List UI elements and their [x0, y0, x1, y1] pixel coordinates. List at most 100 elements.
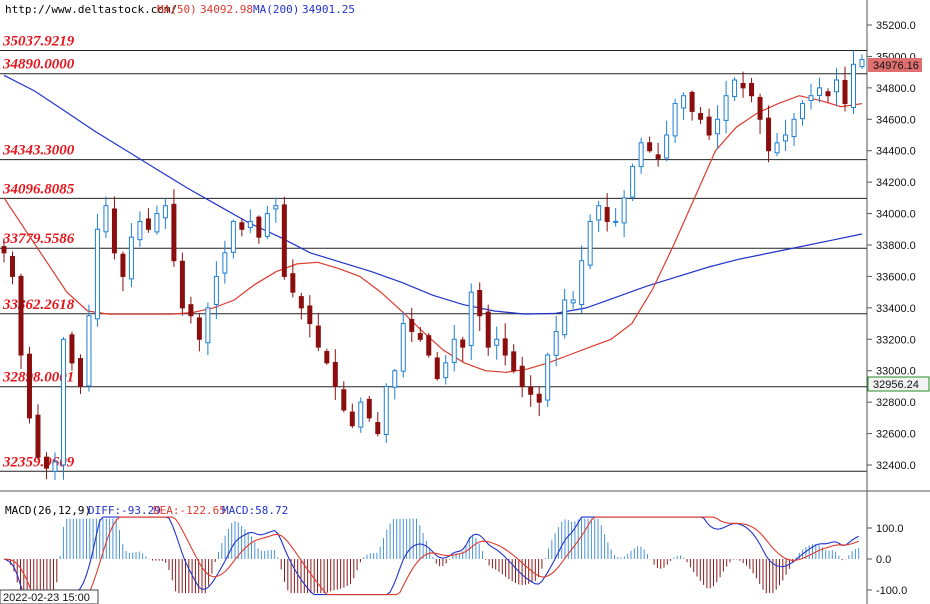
macd-dea-line [3, 516, 859, 596]
candle-body [426, 335, 432, 356]
level-labels: 35037.9219 34890.0000 34343.3000 34096.8085… [2, 33, 75, 470]
candle-body [298, 296, 304, 309]
price-tick-label: 34400.0 [876, 146, 916, 158]
candle-body [655, 154, 661, 160]
candle-body [859, 59, 865, 68]
price-tick-label: 33200.0 [876, 334, 916, 346]
candle-body [834, 79, 840, 93]
price-tick-label: 34800.0 [876, 83, 916, 95]
source-url: http://www.deltastock.com/ [5, 3, 177, 16]
candle-body [689, 91, 695, 112]
ma50-line [3, 95, 863, 373]
candle-body [553, 330, 559, 356]
candle-body [494, 338, 500, 346]
candle-body [324, 351, 330, 364]
candle-body [749, 82, 755, 97]
candle-body [757, 96, 763, 120]
candle-body [783, 134, 789, 142]
macd-tick-label: 100.0 [876, 523, 904, 535]
candle-body [18, 275, 24, 356]
price-tick-label: 32600.0 [876, 429, 916, 441]
candle-body [264, 213, 270, 237]
candle-body [528, 386, 534, 395]
candle-body [358, 401, 364, 428]
price-tick-label: 33600.0 [876, 271, 916, 283]
price-tick-label: 35200.0 [876, 20, 916, 32]
macd-dea: DEA:-122.65 [153, 504, 226, 517]
cursor-price-tag [867, 376, 930, 392]
candle-body [774, 142, 780, 154]
price-tick-label: 34200.0 [876, 177, 916, 189]
candle-body [417, 333, 423, 340]
candle-body [621, 197, 627, 224]
price-tick-label: 34000.0 [876, 209, 916, 221]
macd-tick-label: -100.0 [876, 585, 907, 597]
candle-body [825, 91, 831, 97]
candle-body [281, 204, 287, 277]
candle-body [451, 338, 457, 363]
candle-body [52, 461, 58, 472]
candle-body [715, 118, 721, 135]
candle-body [213, 275, 219, 305]
candle-body [613, 220, 619, 223]
level-label: 32898.0001 [2, 370, 74, 386]
candle-body [664, 134, 670, 159]
candle-body [766, 117, 772, 152]
candle-body [103, 205, 109, 233]
ma200-value: 34901.25 [302, 3, 355, 16]
candle-body [315, 325, 321, 348]
candle-body [477, 289, 483, 317]
candle-body [179, 260, 185, 309]
price-tick-label: 33400.0 [876, 303, 916, 315]
candle-body [196, 317, 202, 340]
price-tick-label: 34600.0 [876, 114, 916, 126]
candles [1, 50, 865, 480]
macd-tick-label: 0.0 [876, 554, 891, 566]
candle-body [800, 103, 806, 120]
candle-body [587, 220, 593, 266]
candle-body [545, 354, 551, 401]
candle-body [519, 365, 525, 387]
candle-body [366, 398, 372, 419]
candle-body [732, 79, 738, 98]
candle-body [128, 236, 134, 280]
macd-axis: 100.0 0.0 -100.0 [867, 523, 907, 597]
candle-body [307, 305, 313, 325]
candle-body [579, 260, 585, 306]
candle-body [723, 95, 729, 121]
candle-body [409, 319, 415, 332]
level-label: 34890.0000 [2, 57, 75, 73]
level-label: 33362.2618 [2, 297, 75, 313]
candle-body [77, 358, 83, 387]
last-price-tag [868, 58, 922, 72]
candle-body [434, 357, 440, 380]
candle-body [638, 142, 644, 168]
ma200-line [3, 74, 863, 315]
level-label: 34343.3000 [2, 143, 75, 159]
ma50-value: 34092.98 [200, 3, 253, 16]
candle-body [273, 205, 279, 210]
candle-body [596, 205, 602, 221]
ma50-layer [3, 95, 863, 373]
candle-body [375, 422, 381, 435]
candle-body [145, 218, 151, 230]
candle-body [86, 315, 92, 387]
candle-body [630, 165, 636, 198]
candle-body [536, 393, 542, 403]
candle-body [698, 113, 704, 120]
level-label: 33779.5586 [2, 231, 75, 247]
candle-body [43, 456, 49, 469]
ma200-label: MA(200) [253, 3, 299, 16]
candle-body [120, 253, 126, 277]
macd-lines [3, 516, 859, 596]
candle-body [171, 203, 177, 262]
candle-body [137, 220, 143, 241]
ma50-label: MA(50) [157, 3, 197, 16]
macd-title: MACD(26,12,9) [5, 504, 91, 517]
candle-body [290, 273, 296, 293]
candle-body [647, 142, 653, 152]
date-tag [0, 589, 99, 604]
candle-body [706, 116, 712, 136]
